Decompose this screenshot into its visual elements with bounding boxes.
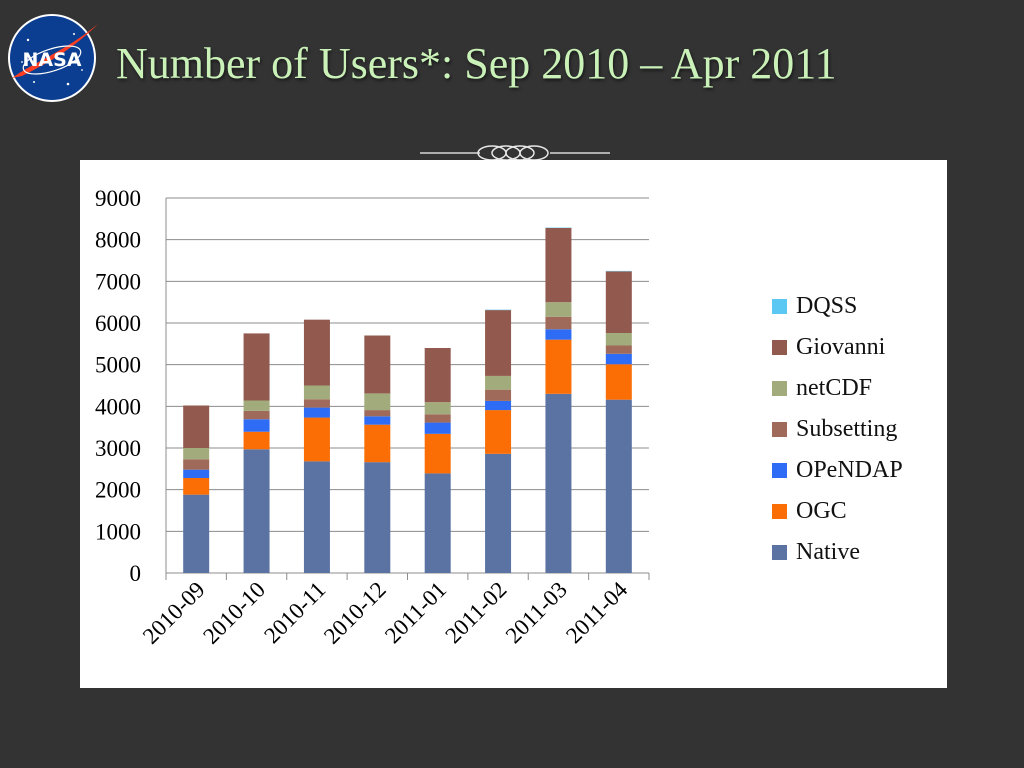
- bar-segment-netcdf: [243, 400, 270, 411]
- x-tick-label: 2011-03: [501, 577, 572, 648]
- bar-segment-opendap: [303, 407, 330, 418]
- bar-segment-ogc: [364, 424, 391, 463]
- bar-segment-opendap: [605, 353, 632, 365]
- y-tick-label: 1000: [95, 519, 141, 544]
- x-tick-label: 2010-10: [198, 577, 270, 649]
- bar-segment-opendap: [545, 329, 572, 340]
- bar-segment-ogc: [485, 410, 512, 454]
- bar-segment-native: [364, 462, 391, 573]
- bar-segment-subsetting: [243, 410, 270, 420]
- bar-segment-opendap: [424, 422, 451, 434]
- legend-item-giovanni: Giovanni: [772, 327, 942, 368]
- bar-segment-netcdf: [605, 333, 632, 346]
- legend-swatch: [772, 422, 787, 437]
- legend-item-netcdf: netCDF: [772, 368, 942, 409]
- x-tick-label: 2010-09: [138, 577, 210, 649]
- bar-segment-ogc: [605, 364, 632, 400]
- bar-segment-ogc: [303, 417, 330, 462]
- x-tick-label: 2010-12: [319, 577, 391, 649]
- bar-segment-giovanni: [605, 271, 632, 333]
- bar-segment-native: [183, 494, 210, 573]
- chart-legend: DQSS Giovanni netCDF Subsetting OPeNDAP OGC Na…: [772, 286, 942, 573]
- stacked-bar-chart: 0 1000 2000 3000 4000 5000 6000 7000 8000 9000 201…: [95, 186, 650, 649]
- legend-item-ogc: OGC: [772, 491, 942, 532]
- legend-swatch: [772, 299, 787, 314]
- bar-segment-opendap: [364, 416, 391, 425]
- legend-swatch: [772, 463, 787, 478]
- y-tick-label: 3000: [95, 436, 141, 461]
- bar-segment-giovanni: [243, 333, 270, 401]
- bar-segment-native: [303, 461, 330, 573]
- y-tick-label: 6000: [95, 311, 141, 336]
- bar-segment-native: [243, 449, 270, 573]
- bar-segment-opendap: [243, 419, 270, 432]
- x-tick-label: 2010-11: [259, 577, 330, 648]
- legend-label: Subsetting: [796, 416, 898, 442]
- bar-segment-giovanni: [545, 228, 572, 303]
- legend-swatch: [772, 504, 787, 519]
- x-tick-label: 2011-01: [380, 577, 451, 648]
- y-tick-label: 8000: [95, 228, 141, 253]
- bar-segment-opendap: [183, 469, 210, 478]
- y-tick-label: 0: [130, 561, 142, 586]
- bar-segment-native: [424, 473, 451, 573]
- legend-label: netCDF: [796, 375, 873, 401]
- legend-item-opendap: OPeNDAP: [772, 450, 942, 491]
- bar-segment-subsetting: [424, 414, 451, 423]
- bar-segment-giovanni: [183, 405, 210, 448]
- bar-segment-netcdf: [424, 402, 451, 415]
- legend-item-subsetting: Subsetting: [772, 409, 942, 450]
- legend-label: DQSS: [796, 293, 858, 319]
- y-tick-label: 5000: [95, 353, 141, 378]
- bar-segment-native: [605, 399, 632, 573]
- bar-segment-native: [545, 393, 572, 573]
- bar-segment-giovanni: [364, 335, 391, 394]
- x-tick-label: 2011-04: [561, 577, 633, 649]
- bar-segment-ogc: [545, 339, 572, 394]
- bar-segment-subsetting: [605, 345, 632, 354]
- y-tick-label: 2000: [95, 478, 141, 503]
- bar-segment-ogc: [424, 433, 451, 474]
- bar-segment-giovanni: [424, 348, 451, 403]
- bar-segment-subsetting: [485, 389, 512, 401]
- slide-title: Number of Users*: Sep 2010 – Apr 2011: [116, 39, 837, 88]
- legend-item-native: Native: [772, 532, 942, 573]
- y-tick-label: 4000: [95, 394, 141, 419]
- bar-segment-subsetting: [303, 399, 330, 408]
- bar-segment-netcdf: [485, 375, 512, 390]
- nasa-logo: NASA: [8, 14, 98, 102]
- bar-segment-giovanni: [485, 310, 512, 376]
- bar-segment-netcdf: [364, 393, 391, 411]
- bar-segment-native: [485, 453, 512, 573]
- y-tick-label: 7000: [95, 269, 141, 294]
- legend-swatch: [772, 381, 787, 396]
- nasa-logo-wordmark: NASA: [23, 49, 82, 71]
- bar-segment-giovanni: [303, 319, 330, 386]
- legend-swatch: [772, 340, 787, 355]
- bar-segment-subsetting: [183, 459, 210, 470]
- bar-segment-subsetting: [364, 410, 391, 417]
- y-tick-label: 9000: [95, 186, 141, 211]
- chart-panel: 0 1000 2000 3000 4000 5000 6000 7000 8000 9000 201…: [80, 160, 947, 688]
- bar-segment-subsetting: [545, 316, 572, 330]
- bar-segment-netcdf: [545, 302, 572, 317]
- bar-segment-ogc: [183, 478, 210, 495]
- legend-swatch: [772, 545, 787, 560]
- bar-segment-netcdf: [183, 448, 210, 460]
- legend-label: Giovanni: [796, 334, 886, 360]
- x-tick-label: 2011-02: [440, 577, 511, 648]
- legend-label: OGC: [796, 498, 847, 524]
- bar-segment-ogc: [243, 431, 270, 450]
- bar-segment-netcdf: [303, 385, 330, 400]
- legend-label: OPeNDAP: [796, 457, 903, 483]
- legend-label: Native: [796, 539, 860, 565]
- legend-item-dqss: DQSS: [772, 286, 942, 327]
- bar-segment-opendap: [485, 400, 512, 411]
